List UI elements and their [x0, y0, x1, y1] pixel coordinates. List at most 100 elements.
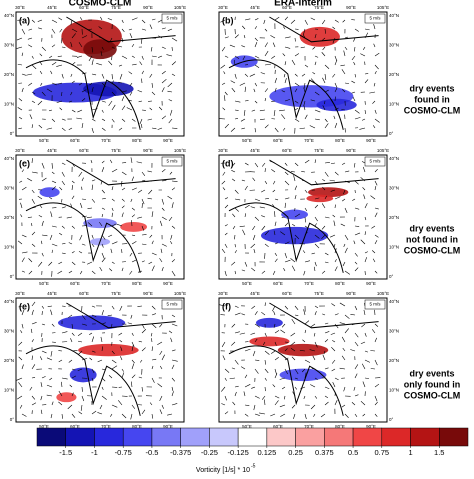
top-tick-label: 75°E: [111, 5, 121, 10]
colorbar-box: [411, 428, 440, 446]
colorbar-tick-label: 0.375: [315, 448, 334, 457]
vorticity-area: [278, 344, 328, 356]
lat-tick-label: 0°: [389, 131, 394, 136]
top-tick-label: 45°E: [250, 148, 260, 153]
lat-tick-label: 10°N: [4, 102, 14, 107]
vorticity-area: [78, 344, 138, 356]
colorbar-box: [123, 428, 152, 446]
panel-label: (a): [19, 15, 30, 25]
lat-tick-label: 10°N: [389, 388, 399, 393]
lat-tick-label: 0°: [389, 274, 394, 279]
vorticity-area: [40, 187, 60, 197]
bottom-tick-label: 90°E: [163, 138, 173, 143]
top-tick-label: 30°E: [15, 148, 25, 153]
colorbar-box: [296, 428, 325, 446]
bottom-tick-label: 90°E: [366, 138, 376, 143]
top-tick-label: 105°E: [174, 148, 186, 153]
vorticity-area: [300, 27, 340, 47]
top-tick-label: 45°E: [47, 291, 57, 296]
colorbar-box: [209, 428, 238, 446]
column-title: COSMO-CLM: [69, 0, 132, 9]
colorbar-box: [94, 428, 123, 446]
lat-tick-label: 30°N: [4, 329, 14, 334]
map-panel: [16, 12, 184, 136]
bottom-tick-label: 80°E: [335, 281, 345, 286]
vorticity-area: [120, 222, 147, 232]
colorbar-tick-label: -0.25: [201, 448, 218, 457]
colorbar-box: [439, 428, 468, 446]
lat-tick-label: 40°N: [389, 299, 399, 304]
lat-tick-label: 30°N: [389, 186, 399, 191]
top-tick-label: 75°E: [111, 291, 121, 296]
bottom-tick-label: 70°E: [304, 281, 314, 286]
vector-ref: 5 m/s: [369, 16, 381, 21]
lat-tick-label: 10°N: [4, 245, 14, 250]
top-tick-label: 90°E: [143, 148, 153, 153]
row-label: dry events: [409, 223, 454, 233]
row-label: dry events: [409, 368, 454, 378]
map-frame: [219, 12, 387, 136]
colorbar-tick-label: 1: [408, 448, 412, 457]
vector-ref: 5 m/s: [369, 302, 381, 307]
row-label: found in: [414, 94, 450, 104]
row-label: COSMO-CLM: [404, 245, 461, 255]
vorticity-area: [56, 392, 76, 402]
top-tick-label: 60°E: [282, 5, 292, 10]
top-tick-label: 45°E: [47, 148, 57, 153]
colorbar-tick-label: -1: [91, 448, 98, 457]
bottom-tick-label: 60°E: [70, 281, 80, 286]
top-tick-label: 90°E: [346, 5, 356, 10]
colorbar-tick-label: 0.125: [257, 448, 276, 457]
row-label: dry events: [409, 83, 454, 93]
bottom-tick-label: 60°E: [273, 138, 283, 143]
top-tick-label: 30°E: [218, 5, 228, 10]
row-label: COSMO-CLM: [404, 105, 461, 115]
colorbar-label-exponent: -5: [251, 463, 256, 469]
lat-tick-label: 40°N: [389, 156, 399, 161]
top-tick-label: 90°E: [346, 148, 356, 153]
top-tick-label: 45°E: [47, 5, 57, 10]
colorbar-box: [37, 428, 66, 446]
bottom-tick-label: 50°E: [242, 138, 252, 143]
colorbar-tick-label: -0.125: [227, 448, 248, 457]
colorbar-tick-label: -0.375: [170, 448, 191, 457]
map-panel: [16, 155, 184, 279]
row-label: only found in: [404, 379, 461, 389]
top-tick-label: 105°E: [377, 148, 389, 153]
top-tick-label: 75°E: [314, 291, 324, 296]
bottom-tick-label: 60°E: [273, 281, 283, 286]
lat-tick-label: 20°N: [4, 72, 14, 77]
bottom-tick-label: 90°E: [366, 281, 376, 286]
panel-label: (c): [19, 158, 30, 168]
map-panel: [219, 12, 387, 136]
top-tick-label: 30°E: [218, 291, 228, 296]
bottom-tick-label: 80°E: [132, 138, 142, 143]
lat-tick-label: 0°: [10, 131, 15, 136]
lat-tick-label: 20°N: [389, 72, 399, 77]
top-tick-label: 30°E: [15, 291, 25, 296]
colorbar-box: [382, 428, 411, 446]
vorticity-area: [279, 369, 326, 381]
bottom-tick-label: 80°E: [132, 281, 142, 286]
top-tick-label: 60°E: [282, 148, 292, 153]
map-panel: [219, 298, 387, 422]
top-tick-label: 90°E: [143, 5, 153, 10]
panel-label: (d): [222, 158, 234, 168]
colorbar-tick-label: 0.5: [348, 448, 358, 457]
colorbar-tick-label: 1.5: [434, 448, 444, 457]
bottom-tick-label: 80°E: [335, 138, 345, 143]
colorbar-box: [353, 428, 382, 446]
vorticity-area: [261, 227, 328, 244]
top-tick-label: 30°E: [15, 5, 25, 10]
vorticity-area: [256, 318, 283, 328]
colorbar-box: [324, 428, 353, 446]
top-tick-label: 90°E: [346, 291, 356, 296]
top-tick-label: 105°E: [377, 5, 389, 10]
lat-tick-label: 40°N: [4, 156, 14, 161]
colorbar-tick-label: -0.5: [145, 448, 158, 457]
colorbar-box: [152, 428, 181, 446]
lat-tick-label: 20°N: [4, 215, 14, 220]
lat-tick-label: 30°N: [389, 43, 399, 48]
lat-tick-label: 40°N: [389, 13, 399, 18]
